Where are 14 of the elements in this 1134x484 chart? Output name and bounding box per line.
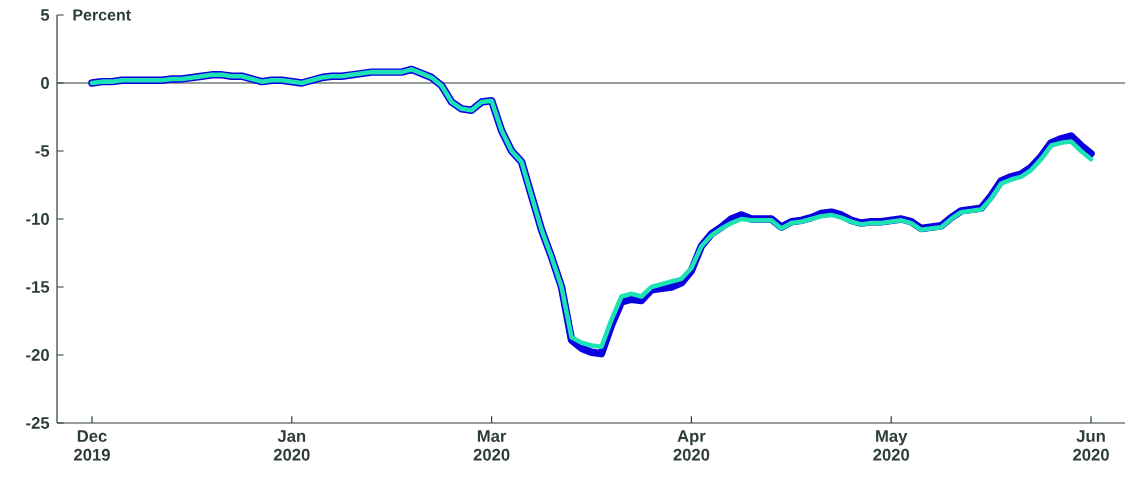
- y-axis-title: Percent: [73, 9, 131, 21]
- x-tick-label: Jun 2020: [1073, 430, 1109, 461]
- y-tick-label: 5: [40, 9, 50, 21]
- x-tick-label: Dec 2019: [74, 430, 110, 461]
- y-tick-label: -25: [26, 417, 50, 429]
- x-tick-label: Jan 2020: [273, 430, 310, 461]
- y-tick-label: 0: [41, 77, 49, 89]
- y-tick-label: -20: [26, 349, 49, 361]
- y-tick-label: -5: [35, 145, 50, 157]
- x-tick-label: May 2020: [873, 430, 910, 461]
- x-tick-label: Mar 2020: [473, 430, 510, 461]
- x-tick-label: Apr 2020: [673, 430, 710, 461]
- y-tick-label: -10: [26, 213, 49, 225]
- y-tick-label: -15: [26, 281, 50, 293]
